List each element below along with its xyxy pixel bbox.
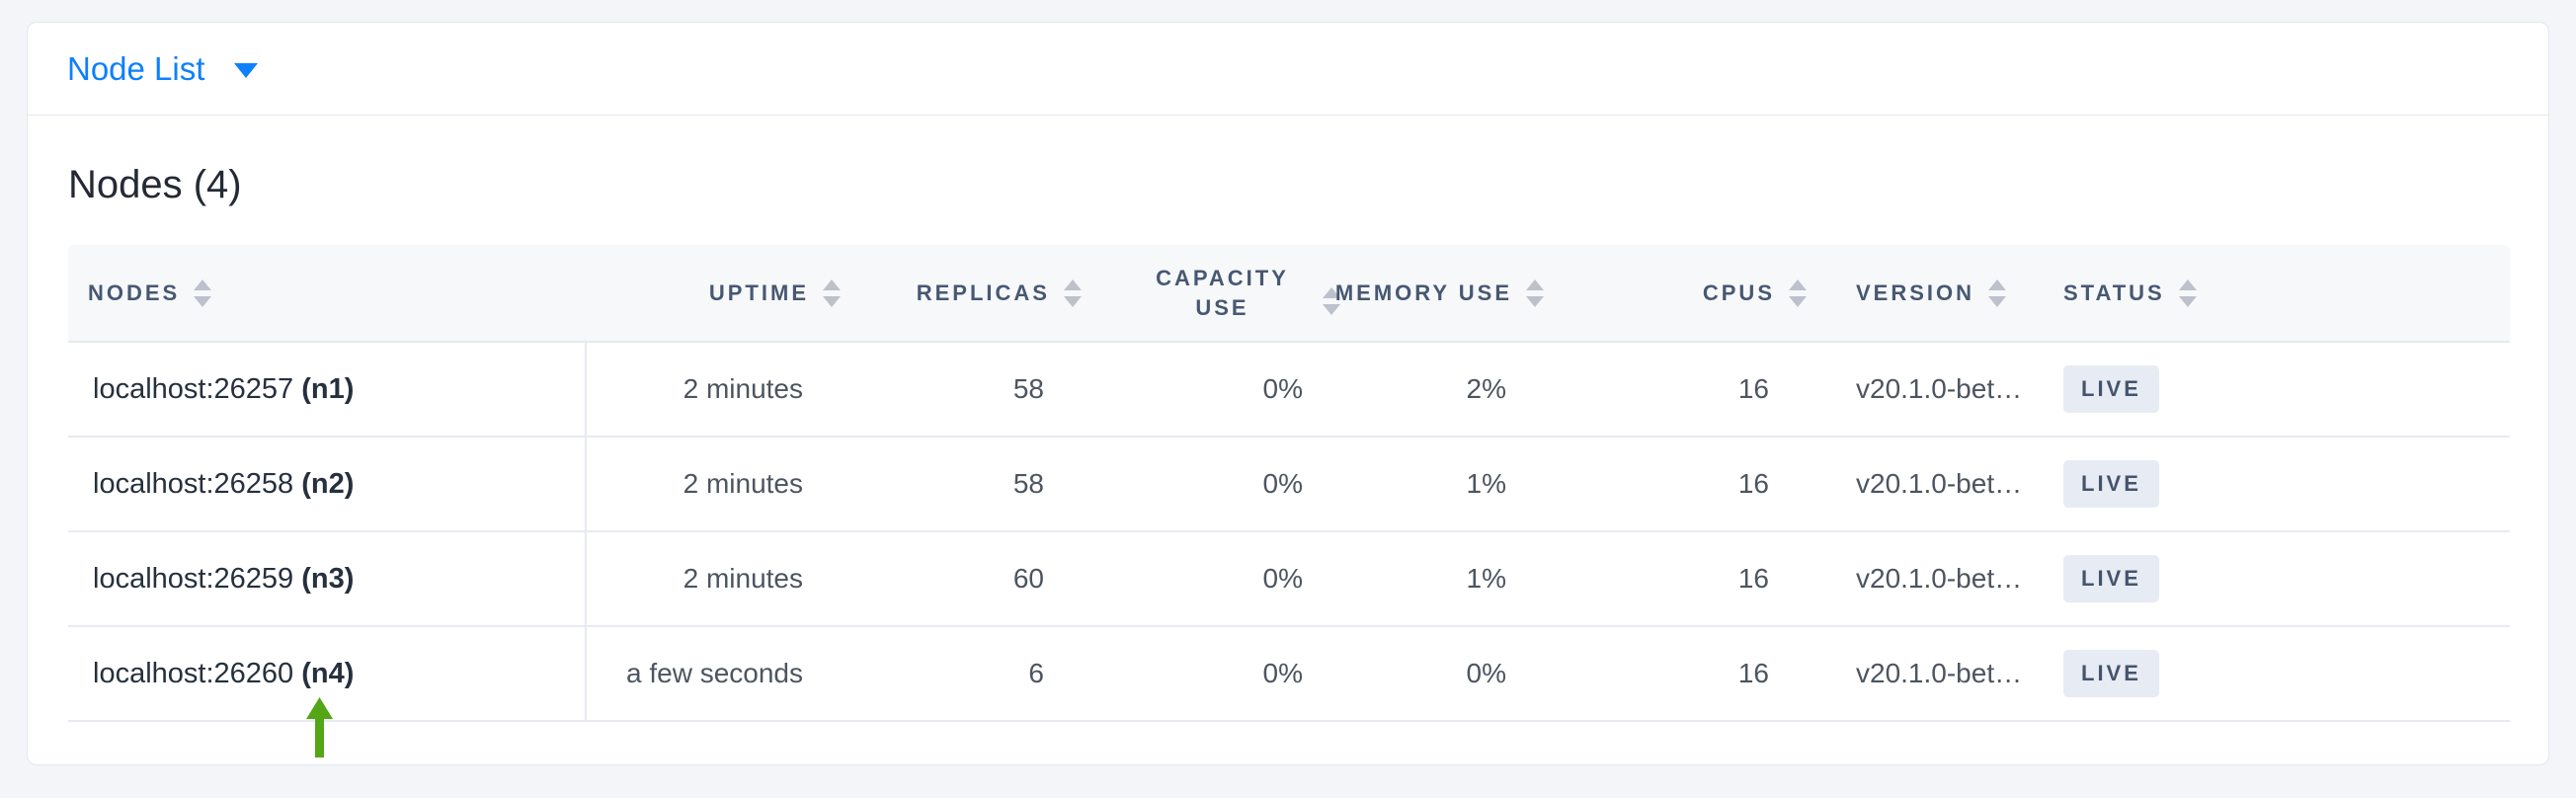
status-cell: LIVE	[2040, 342, 2510, 438]
table-row: localhost:26259 (n3) 2 minutes 60 0% 1% …	[68, 531, 2510, 627]
cpus-cell: 16	[1554, 531, 1816, 627]
capacity-use-cell: 0%	[1091, 342, 1350, 438]
page-title: Nodes (4)	[68, 163, 242, 206]
col-header-nodes[interactable]: NODES	[68, 245, 586, 343]
col-header-status[interactable]: STATUS	[2040, 245, 2510, 343]
node-address-cell[interactable]: localhost:26259 (n3)	[68, 531, 587, 627]
sort-icon	[823, 279, 841, 307]
replicas-cell: 60	[850, 531, 1091, 627]
capacity-use-cell: 0%	[1091, 531, 1350, 627]
node-address-cell[interactable]: localhost:26260 (n4)	[68, 626, 587, 722]
uptime-cell: 2 minutes	[586, 437, 850, 532]
capacity-use-cell: 0%	[1091, 626, 1350, 722]
sort-icon	[2178, 279, 2197, 307]
sort-icon	[1323, 286, 1340, 315]
uptime-cell: 2 minutes	[586, 531, 850, 627]
uptime-cell: a few seconds	[586, 626, 850, 722]
replicas-cell: 58	[850, 437, 1091, 532]
table-header-row: NODES UPTIME REPLICAS	[68, 245, 2510, 343]
memory-use-cell: 2%	[1350, 342, 1554, 438]
capacity-use-cell: 0%	[1091, 437, 1350, 532]
caret-down-icon	[234, 63, 259, 78]
status-cell: LIVE	[2040, 626, 2510, 722]
status-cell: LIVE	[2040, 531, 2510, 627]
node-id: (n4)	[301, 657, 355, 689]
nodes-panel: Nodes (4) NODES UPTIME	[27, 116, 2549, 765]
col-header-capacity-use[interactable]: CAPACITY USE	[1091, 245, 1350, 343]
version-cell: v20.1.0-bet…	[1816, 531, 2040, 627]
status-cell: LIVE	[2040, 437, 2510, 532]
sort-icon	[1988, 279, 2007, 307]
version-cell: v20.1.0-bet…	[1816, 342, 2040, 438]
view-selector-dropdown[interactable]: Node List	[67, 49, 259, 88]
status-badge: LIVE	[2063, 460, 2159, 508]
memory-use-cell: 1%	[1350, 531, 1554, 627]
table-row: localhost:26257 (n1) 2 minutes 58 0% 2% …	[68, 342, 2510, 438]
node-list-page: Node List Nodes (4) NODES	[27, 22, 2549, 765]
node-id: (n1)	[301, 372, 355, 405]
sort-icon	[1526, 279, 1544, 307]
version-cell: v20.1.0-bet…	[1816, 626, 2040, 722]
col-header-replicas[interactable]: REPLICAS	[850, 245, 1091, 343]
cpus-cell: 16	[1554, 437, 1816, 532]
memory-use-cell: 0%	[1350, 626, 1554, 722]
col-header-cpus[interactable]: CPUS	[1554, 245, 1816, 343]
cpus-cell: 16	[1554, 626, 1816, 722]
version-cell: v20.1.0-bet…	[1816, 437, 2040, 532]
status-badge: LIVE	[2063, 555, 2159, 602]
col-header-uptime[interactable]: UPTIME	[586, 245, 850, 343]
replicas-cell: 58	[850, 342, 1091, 438]
nodes-table: NODES UPTIME REPLICAS	[68, 245, 2510, 722]
node-address-cell[interactable]: localhost:26257 (n1)	[68, 342, 587, 438]
view-selector-label: Node List	[67, 49, 205, 87]
col-header-version[interactable]: VERSION	[1816, 245, 2040, 343]
uptime-cell: 2 minutes	[586, 342, 850, 438]
replicas-cell: 6	[850, 626, 1091, 722]
node-address-cell[interactable]: localhost:26258 (n2)	[68, 437, 587, 532]
status-badge: LIVE	[2063, 365, 2159, 413]
table-row: localhost:26260 (n4) a few seconds 6 0% …	[68, 626, 2510, 722]
sort-icon	[194, 279, 212, 307]
status-badge: LIVE	[2063, 650, 2159, 697]
annotation-arrow-icon	[306, 697, 333, 758]
node-id: (n3)	[301, 562, 355, 595]
view-selector-bar: Node List	[27, 22, 2549, 116]
node-id: (n2)	[301, 467, 355, 500]
sort-icon	[1789, 279, 1807, 307]
cpus-cell: 16	[1554, 342, 1816, 438]
sort-icon	[1064, 279, 1082, 307]
table-row: localhost:26258 (n2) 2 minutes 58 0% 1% …	[68, 437, 2510, 532]
memory-use-cell: 1%	[1350, 437, 1554, 532]
col-header-memory-use[interactable]: MEMORY USE	[1335, 245, 1554, 343]
